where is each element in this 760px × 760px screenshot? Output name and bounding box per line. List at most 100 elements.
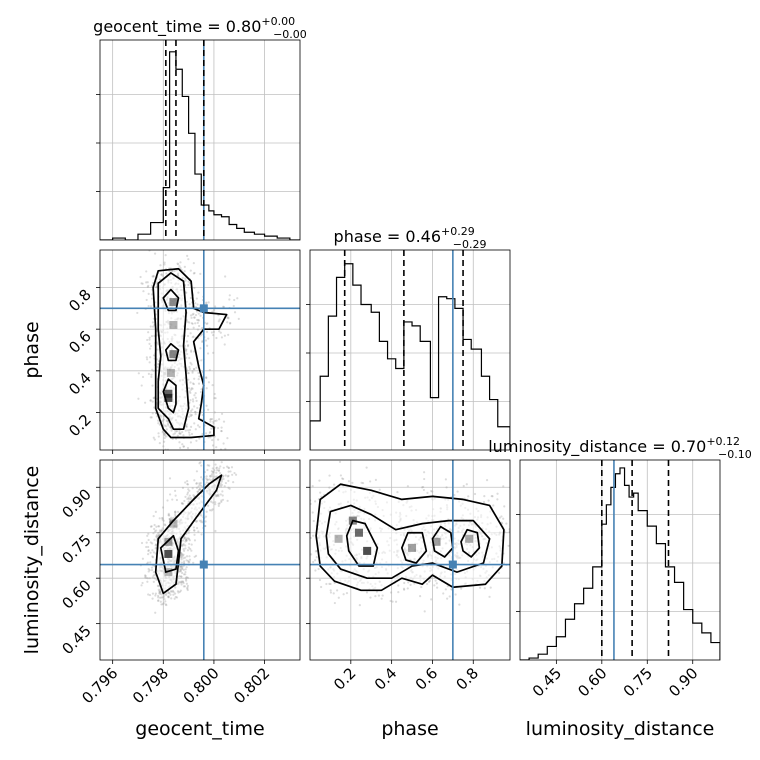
panel-content (310, 250, 510, 450)
sample-point (159, 264, 162, 267)
sample-point (227, 479, 230, 482)
sample-point (204, 524, 207, 528)
sample-point (187, 280, 190, 283)
sample-point (146, 281, 149, 284)
sample-point (215, 467, 218, 470)
sample-point (186, 320, 189, 323)
sample-point (147, 549, 150, 553)
sample-point (180, 558, 183, 561)
sample-point (502, 517, 505, 520)
sample-point (338, 460, 342, 463)
sample-point (188, 558, 192, 561)
sample-point (188, 433, 191, 436)
sample-point (155, 282, 158, 286)
sample-point (151, 368, 154, 371)
sample-point (210, 474, 213, 477)
sample-point (186, 576, 190, 579)
sample-point (228, 298, 231, 301)
sample-point (365, 466, 368, 469)
sample-point (167, 424, 170, 427)
sample-point (187, 283, 190, 286)
sample-point (200, 464, 203, 467)
sample-point (435, 582, 438, 585)
sample-point (188, 321, 191, 324)
sample-point (192, 494, 195, 497)
sample-point (428, 579, 431, 583)
sample-point (200, 359, 203, 362)
sample-point (194, 554, 198, 557)
sample-point (169, 590, 173, 593)
sample-point (496, 492, 499, 495)
sample-point (179, 570, 183, 573)
panel-title: luminosity_distance = 0.70+0.12 −0.10 (488, 435, 752, 461)
sample-point (159, 596, 162, 599)
sample-point (214, 501, 217, 504)
sample-point (185, 566, 188, 569)
sample-point (193, 271, 196, 275)
contour-line (152, 267, 228, 439)
sample-point (207, 504, 210, 507)
x-tick-label: 0.45 (529, 664, 565, 700)
sample-point (187, 538, 191, 541)
sample-point (161, 419, 164, 422)
sample-point (311, 484, 314, 488)
sample-point (147, 567, 150, 571)
sample-point (193, 368, 196, 371)
sample-point (180, 583, 183, 586)
sample-point (193, 316, 196, 319)
sample-point (423, 477, 426, 481)
sample-point (179, 565, 183, 568)
sample-point (163, 436, 166, 440)
sample-point (158, 590, 161, 593)
sample-point (409, 583, 412, 587)
sample-point (140, 584, 143, 587)
sample-point (173, 432, 177, 435)
density-cell (334, 534, 343, 543)
sample-point (147, 284, 150, 287)
sample-point (406, 587, 409, 590)
sample-point (187, 344, 190, 347)
sample-point (150, 569, 154, 572)
sample-point (158, 517, 161, 520)
sample-point (193, 316, 196, 319)
sample-point (184, 547, 187, 550)
density-cell (164, 393, 173, 402)
sample-point (217, 502, 220, 505)
sample-point (489, 586, 492, 589)
sample-point (310, 536, 312, 540)
sample-point (179, 555, 183, 558)
sample-point (183, 585, 187, 588)
sample-point (205, 477, 208, 480)
sample-point (182, 581, 185, 585)
sample-point (450, 588, 453, 591)
sample-point (192, 335, 195, 338)
sample-point (155, 533, 159, 537)
sample-point (184, 279, 187, 282)
sample-point (160, 530, 163, 533)
sample-point (186, 497, 189, 501)
sample-point (221, 494, 224, 497)
sample-point (221, 475, 224, 478)
sample-point (496, 498, 499, 501)
sample-point (194, 453, 196, 455)
sample-point (184, 573, 187, 576)
sample-point (178, 590, 182, 593)
sample-point (205, 301, 208, 304)
sample-point (198, 488, 201, 491)
sample-point (194, 392, 197, 395)
sample-point (181, 539, 185, 542)
sample-point (151, 556, 155, 559)
sample-point (193, 422, 196, 425)
sample-point (374, 595, 377, 598)
sample-point (181, 502, 184, 505)
sample-point (141, 282, 144, 285)
sample-point (189, 391, 192, 395)
sample-point (146, 561, 150, 564)
sample-point (195, 519, 198, 523)
sample-point (222, 474, 225, 478)
sample-point (196, 318, 199, 322)
sample-point (205, 475, 208, 478)
sample-point (223, 334, 226, 337)
sample-point (161, 430, 164, 433)
sample-point (185, 539, 188, 542)
